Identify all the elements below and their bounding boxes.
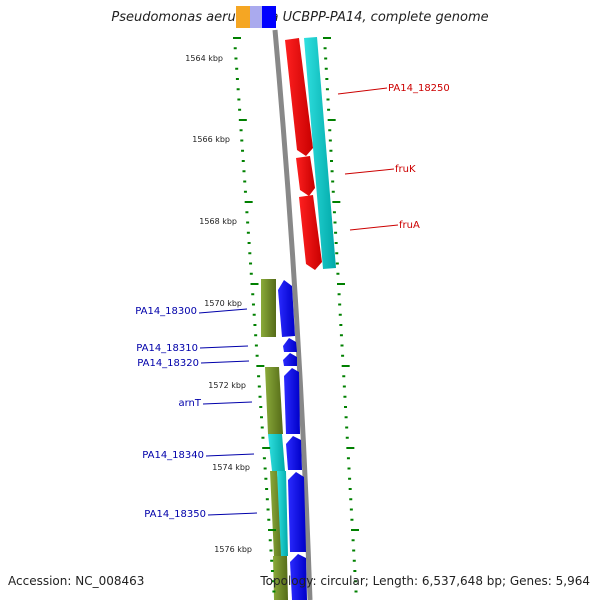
partial-orange-feature[interactable] [236,6,250,28]
gene-label-pa14-18340[interactable]: PA14_18340 [142,450,204,461]
gene-pa14-18340[interactable] [286,436,302,470]
gene-pa14-18310[interactable] [283,338,297,352]
cog-feature-olive-4[interactable] [273,556,288,600]
cog-feature-cyan-left-2[interactable] [277,471,288,556]
leader-line-pa14-18300 [198,308,248,314]
gene-pa14-18250[interactable] [285,38,313,156]
gene-arnT[interactable] [284,368,300,434]
gene-label-pa14-18300[interactable]: PA14_18300 [135,306,197,317]
leader-line-pa14-18320 [200,360,250,364]
tick-marks-right [323,37,360,593]
tick-label-1566: 1566 kbp [192,135,230,144]
tick-label-1570: 1570 kbp [204,299,242,308]
gene-pa14-18320[interactable] [283,353,297,366]
gene-label-fruK[interactable]: fruK [395,164,416,175]
gene-frup[interactable] [296,156,315,196]
gene-label-arnT[interactable]: arnT [178,398,201,409]
tick-label-1564: 1564 kbp [185,54,223,63]
gene-label-pa14-18320[interactable]: PA14_18320 [137,358,199,369]
leader-line-fruA [349,224,399,231]
partial-blue-feature[interactable] [262,6,276,28]
tick-label-1568: 1568 kbp [199,217,237,226]
leader-line-pa14-18350 [207,512,258,516]
tick-label-1574: 1574 kbp [212,463,250,472]
cog-feature-cyan-right[interactable] [304,37,336,269]
gene-next-blue[interactable] [290,554,307,600]
map-title: Pseudomonas aeruginosa UCBPP-PA14, compl… [111,10,489,25]
leader-line-arnT [202,401,253,405]
cog-feature-cyan-left[interactable] [268,434,285,471]
genome-summary-text: Topology: circular; Length: 6,537,648 bp… [260,574,590,588]
leader-line-pa14-18310 [199,345,249,349]
leader-line-pa14-18250 [337,87,388,95]
accession-text: Accession: NC_008463 [8,574,145,588]
cog-feature-olive-2[interactable] [265,367,283,434]
gene-fruA[interactable] [299,195,322,270]
gene-label-pa14-18350[interactable]: PA14_18350 [144,509,206,520]
gene-pa14-18350[interactable] [288,472,306,552]
gene-label-pa14-18310[interactable]: PA14_18310 [136,343,198,354]
tick-label-1572: 1572 kbp [208,381,246,390]
tick-label-1576: 1576 kbp [214,545,252,554]
gene-pa14-18300[interactable] [278,280,295,337]
genome-backbone [272,29,313,600]
tick-marks-left [233,37,277,593]
gene-label-pa14-18250[interactable]: PA14_18250 [388,83,450,94]
partial-lavender-feature[interactable] [250,6,264,28]
leader-line-fruK [344,168,395,175]
leader-line-pa14-18340 [205,453,255,457]
cog-feature-olive-1[interactable] [261,279,276,337]
gene-label-fruA[interactable]: fruA [399,220,420,231]
